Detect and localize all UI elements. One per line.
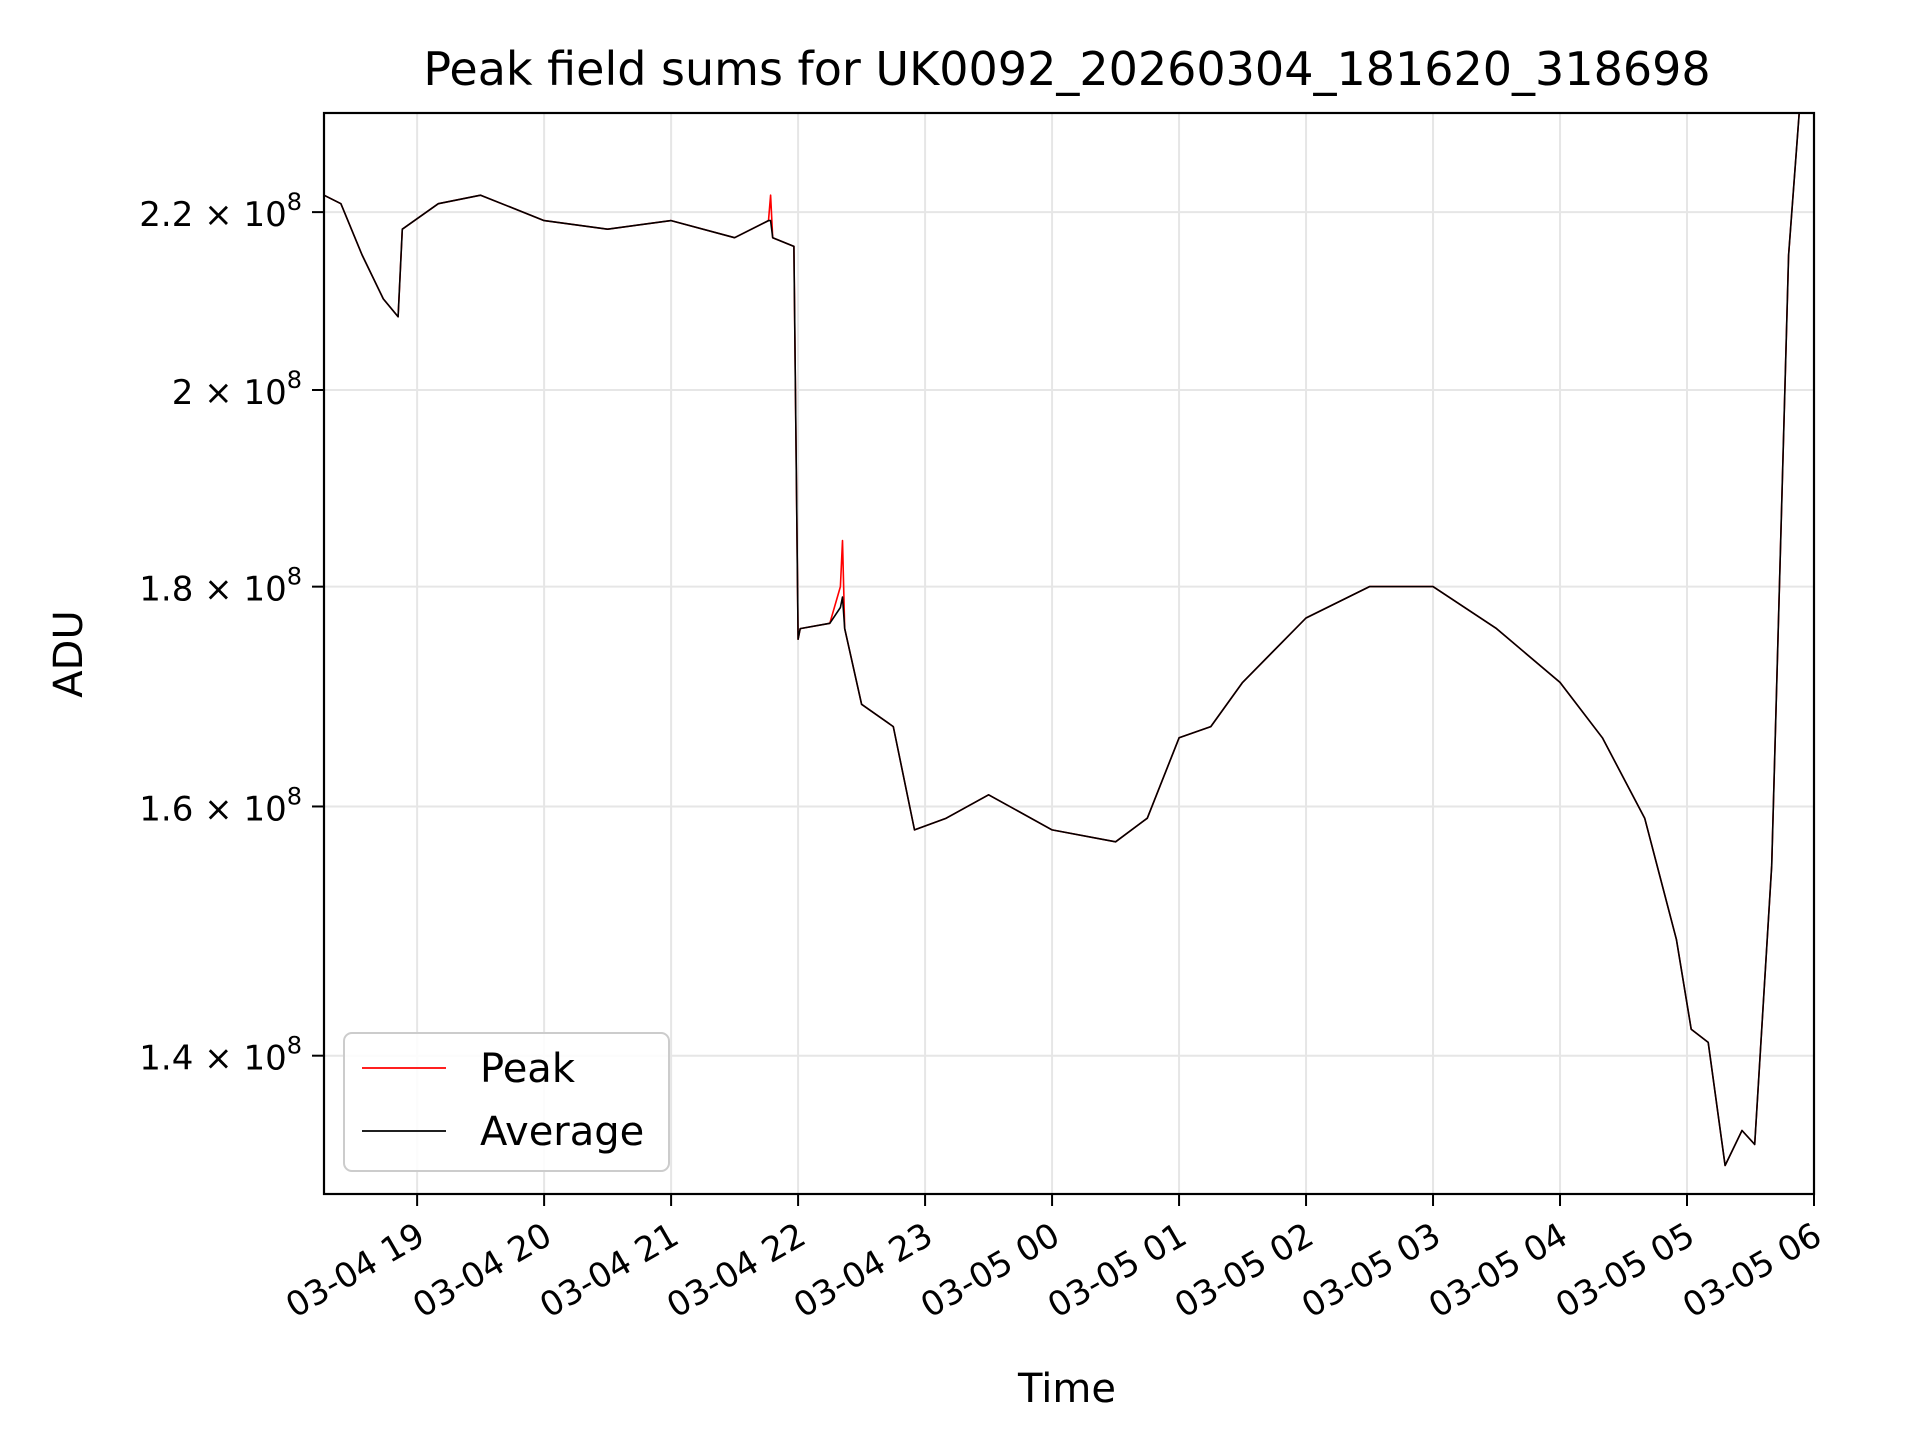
series-line-average (323, 112, 1800, 1167)
y-axis-ticks: 1.4 × 108 1.6 × 108 1.8 × 108 2 × 108 2.2 × … (139, 188, 324, 1079)
series-layer (323, 112, 1800, 1167)
y-tick-label: 2 × 108 (172, 366, 302, 413)
legend-label-peak: Peak (480, 1046, 576, 1092)
y-tick-label: 2.2 × 108 (139, 188, 302, 235)
x-axis-label: Time (1017, 1366, 1116, 1412)
y-tick-label: 1.6 × 108 (139, 782, 302, 829)
y-tick-label: 1.4 × 108 (139, 1032, 302, 1079)
legend: Peak Average (343, 1032, 670, 1172)
y-tick-label: 1.8 × 108 (139, 563, 302, 610)
grid (324, 113, 1815, 1194)
legend-label-average: Average (480, 1109, 644, 1155)
chart-title: Peak field sums for UK0092_20260304_1816… (423, 42, 1710, 96)
plot-area-frame (322, 111, 1816, 1196)
y-axis-label: ADU (46, 610, 92, 697)
